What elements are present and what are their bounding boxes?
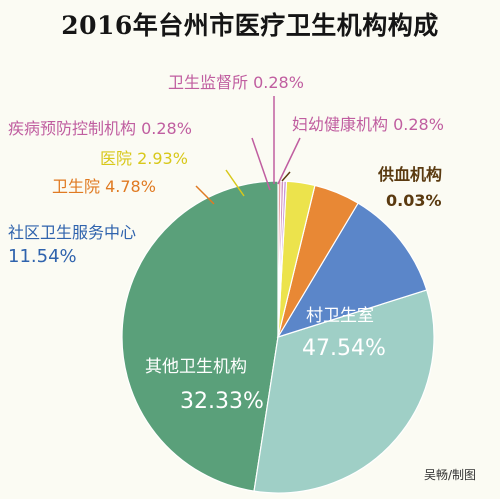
leader-line-3 — [195, 185, 215, 205]
pie-slice-0 — [121, 180, 279, 492]
chart-title: 2016年台州市医疗卫生机构构成 — [61, 11, 439, 40]
leader-line-5 — [251, 137, 271, 191]
credit-text: 吴畅/制图 — [423, 468, 476, 482]
slice-label-value-8: 0.03% — [386, 191, 442, 210]
pie-slice-1 — [253, 289, 435, 494]
slice-label-name-0: 村卫生室 — [306, 306, 374, 326]
slice-label-5: 疾病预防控制机构 0.28% — [8, 119, 192, 138]
slice-label-value-1: 32.33% — [180, 389, 264, 414]
leader-line-8 — [281, 171, 291, 182]
slice-label-7: 妇幼健康机构 0.28% — [292, 115, 444, 134]
leader-line-4 — [225, 169, 245, 197]
slice-label-4: 医院 2.93% — [100, 149, 188, 168]
slice-label-name-1: 其他卫生机构 — [145, 357, 247, 377]
slice-label-6: 卫生监督所 0.28% — [168, 73, 304, 92]
slice-label-value-2: 11.54% — [8, 246, 77, 267]
slice-label-value-0: 47.54% — [302, 336, 386, 361]
slice-label-3: 卫生院 4.78% — [52, 177, 156, 196]
pie-slice-2 — [276, 202, 428, 339]
slice-label-name-8: 供血机构 — [377, 165, 442, 184]
slice-label-name-2: 社区卫生服务中心 — [8, 223, 136, 242]
leader-line-7 — [277, 137, 301, 185]
